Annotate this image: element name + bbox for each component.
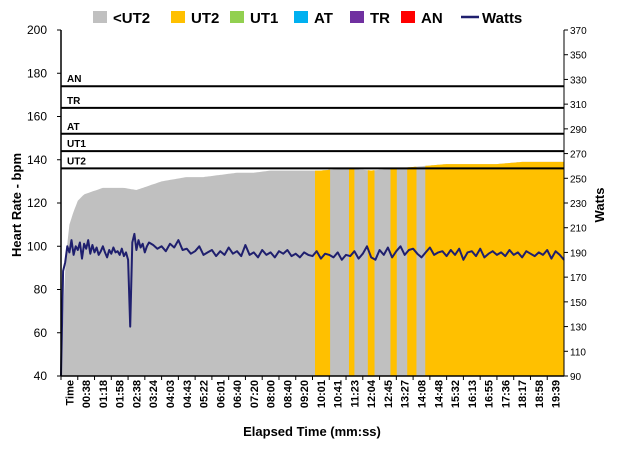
y-tick-label: 160 [27,110,47,124]
y-tick-label: 100 [27,239,47,253]
legend-label: TR [370,10,390,27]
legend-swatch [93,11,107,23]
x-tick-label: 19:39 [551,380,563,408]
x-tick-label: 11:23 [349,380,361,408]
x-tick-label: 02:38 [131,380,143,408]
x-tick-label: 15:32 [450,380,462,408]
legend-label: <UT2 [113,10,150,27]
hr-area-ut2-band [425,161,564,376]
x-tick-label: 12:04 [366,379,378,408]
legend: <UT2 UT2 UT1 AT TR AN Watts [93,10,522,27]
legend-swatch [171,11,185,23]
zone-threshold-lines: UT2 UT1 AT TR AN [61,74,564,170]
x-tick-label: 08:40 [282,380,294,408]
x-tick-label: 01:18 [98,380,110,408]
x-axis-ticks: Time 00:38 01:18 01:58 02:38 03:24 04:03 04:43 0… [60,376,563,408]
x-tick-label: 06:01 [215,380,227,408]
zone-label-at: AT [67,122,80,133]
y2-tick-label: 370 [570,26,587,37]
y2-tick-label: 130 [570,323,587,334]
x-tick-label: 14:08 [416,380,428,408]
y-axis-ticks: 40 60 80 100 120 140 160 180 200 [27,23,61,383]
y2-tick-label: 210 [570,224,587,235]
legend-swatch [401,11,415,23]
legend-label: AN [421,10,443,27]
y2-tick-label: 330 [570,75,587,86]
x-tick-label: 07:20 [249,380,261,408]
zone-label-ut1: UT1 [67,139,86,150]
x-tick-label: 00:38 [81,380,93,408]
x-tick-label: 09:20 [299,380,311,408]
hr-area-ut2-band [348,168,355,376]
y2-tick-label: 230 [570,199,587,210]
x-tick-label: 03:24 [148,379,160,408]
legend-label: AT [314,10,333,27]
y2-tick-label: 110 [570,347,586,358]
y2-tick-label: 150 [570,298,587,309]
legend-label: Watts [482,10,522,27]
hr-area-ut2-band [390,168,397,376]
y-tick-label: 140 [27,153,47,167]
y2-tick-label: 350 [570,51,587,62]
y-axis-title: Heart Rate - bpm [9,153,24,257]
y-tick-label: 80 [34,283,48,297]
y2-tick-label: 190 [570,248,587,259]
legend-label: UT1 [250,10,278,27]
x-tick-label: 14:48 [433,380,445,408]
x-tick-label: 01:58 [115,380,127,408]
x-tick-label: 17:36 [500,380,512,408]
zone-label-ut2: UT2 [67,156,86,167]
watts-series [60,232,565,377]
y-tick-label: 60 [34,326,48,340]
x-tick-label: 12:45 [383,380,395,408]
y2-tick-label: 250 [570,174,587,185]
watts-line [60,232,565,377]
y2-axis-title: Watts [592,188,607,223]
legend-swatch [230,11,244,23]
x-tick-label: 04:03 [165,380,177,408]
x-tick-label: 04:43 [182,380,194,408]
legend-swatch [294,11,308,23]
zone-areas [61,161,564,376]
x-tick-label: 16:13 [467,380,479,408]
hr-area-ut2-band [315,169,331,376]
x-tick-label: 18:17 [517,380,529,408]
x-axis-title: Elapsed Time (mm:ss) [243,424,381,439]
y2-tick-label: 310 [570,100,587,111]
zone-label-tr: TR [67,96,81,107]
y2-tick-label: 270 [570,150,587,161]
y-tick-label: 40 [34,369,48,383]
y2-tick-label: 290 [570,125,587,136]
y2-axis-ticks: 90 110 130 150 170 190 210 230 250 270 290 310 330 35… [564,26,587,383]
y-tick-label: 120 [27,196,47,210]
x-tick-label: 06:40 [232,380,244,408]
x-tick-label: 05:22 [199,380,211,408]
y2-tick-label: 170 [570,273,587,284]
y2-tick-label: 90 [570,372,582,383]
y-tick-label: 180 [27,66,47,80]
x-tick-label: 13:27 [400,380,412,408]
legend-label: UT2 [191,10,219,27]
zone-label-an: AN [67,74,81,85]
x-tick-label: 16:55 [484,380,496,408]
x-tick-label: Time [64,380,76,405]
x-tick-label: 08:00 [266,380,278,408]
x-tick-label: 10:01 [316,380,328,408]
y-tick-label: 200 [27,23,47,37]
hr-area-ut2-band [367,170,375,376]
legend-swatch [350,11,364,23]
hr-area-ut2-band [407,166,417,376]
x-tick-label: 10:41 [333,380,345,408]
x-tick-label: 18:58 [534,380,546,408]
